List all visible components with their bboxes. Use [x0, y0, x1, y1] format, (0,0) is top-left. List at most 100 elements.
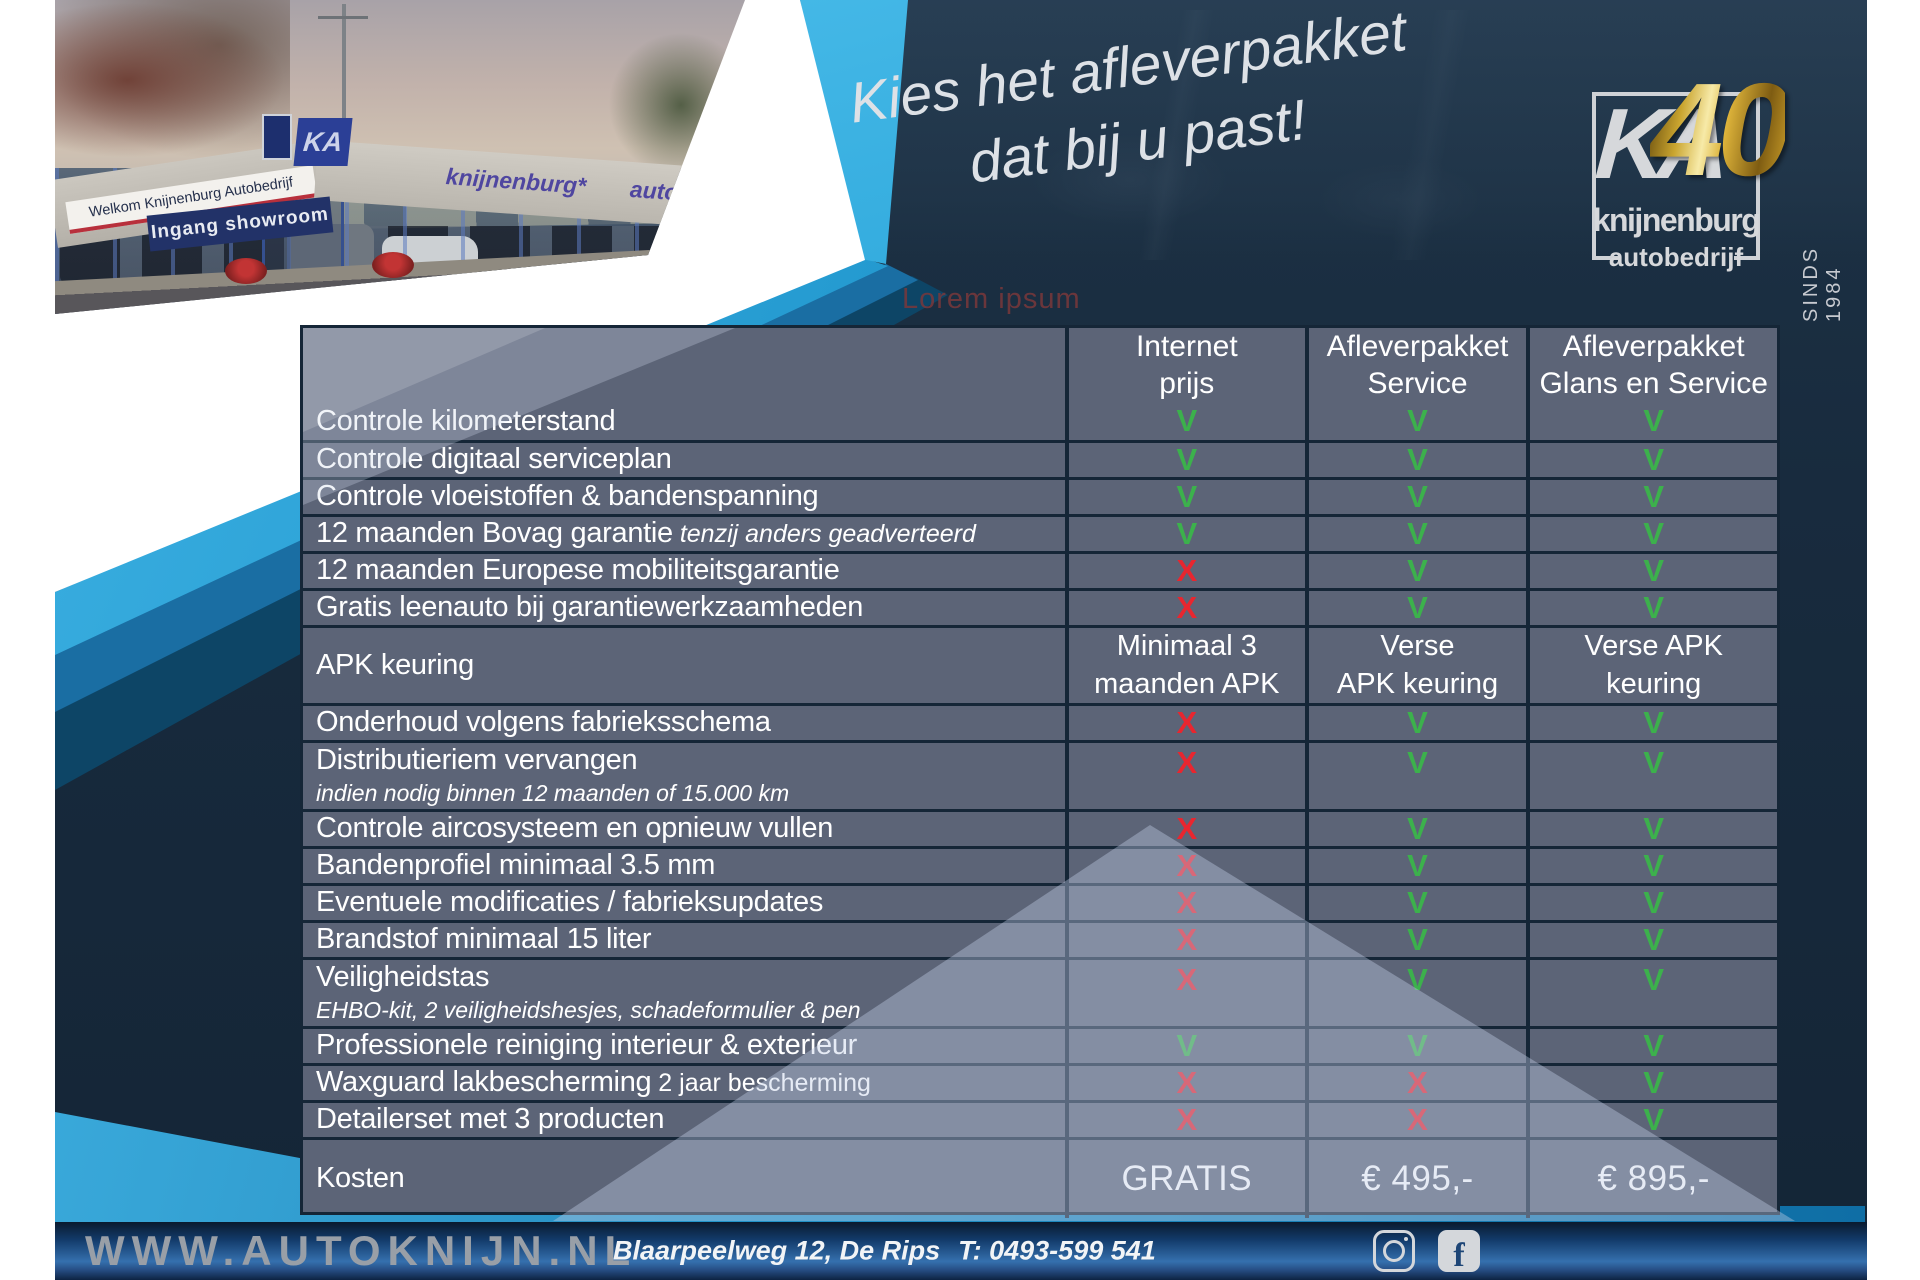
- table-cell: € 495,-: [1304, 1140, 1527, 1218]
- check-mark: V: [1176, 1027, 1198, 1063]
- cross-mark: X: [1176, 810, 1198, 846]
- table-row: APK keuring Minimaal 3 maanden APK Verse A…: [303, 625, 1777, 703]
- row-label: Bandenprofiel minimaal 3.5 mm: [316, 849, 716, 882]
- table-row: Distributieriem vervangen indien nodig bi…: [303, 740, 1777, 809]
- check-mark: V: [1407, 552, 1428, 588]
- table-row: Professionele reiniging interieur & exte…: [303, 1026, 1777, 1063]
- table-cell: V: [1304, 1028, 1527, 1063]
- table-cell: V: [1304, 885, 1527, 920]
- cross-mark: X: [1176, 589, 1198, 625]
- row-label-cell: Controle vloeistoffen & bandenspanning: [303, 480, 1065, 514]
- table-cell: V: [1064, 403, 1305, 440]
- header-line: Glans en Service: [1539, 366, 1768, 400]
- column-header-internet-prijs: Internet prijs: [1064, 328, 1305, 403]
- table-cell: Minimaal 3 maanden APK: [1064, 628, 1305, 703]
- photo-flowers-left: [225, 258, 267, 284]
- table-cell: V: [1526, 442, 1777, 477]
- check-mark: V: [1176, 403, 1198, 439]
- check-mark: V: [1407, 847, 1428, 883]
- address-and-phone: Blaarpeelweg 12, De Rips T: 0493-599 541: [613, 1236, 1156, 1267]
- logo-frame: [1592, 92, 1760, 260]
- table-cell: V: [1526, 1028, 1777, 1063]
- row-label-suffix: 2 jaar bescherming: [651, 1069, 871, 1098]
- row-sublabel: EHBO-kit, 2 veiligheidshesjes, schadefor…: [316, 996, 861, 1023]
- dealership-photo: Welkom Knijnenburg Autobedrijf knijnenbu…: [55, 0, 745, 314]
- row-label-cell: Eventuele modificaties / fabrieksupdates: [303, 886, 1065, 920]
- logo-name: knijnenburg: [1592, 202, 1761, 238]
- row-label: Controle aircosysteem en opnieuw vullen: [316, 812, 834, 845]
- row-label: Detailerset met 3 producten: [316, 1103, 665, 1136]
- logo-anniversary-40: 40: [1650, 56, 1791, 203]
- table-row: Controle aircosysteem en opnieuw vullen X…: [303, 809, 1777, 846]
- instagram-icon[interactable]: [1373, 1230, 1415, 1272]
- table-cell: X: [1064, 922, 1305, 957]
- check-mark: V: [1643, 403, 1665, 439]
- row-label-cell: Controle digitaal serviceplan: [303, 443, 1065, 477]
- row-label: Professionele reiniging interieur & exte…: [316, 1029, 858, 1062]
- column-header-afleverpakket-service: Afleverpakket Service: [1304, 328, 1527, 403]
- price-text: € 895,-: [1597, 1159, 1710, 1198]
- check-mark: V: [1643, 515, 1665, 551]
- header-line: Service: [1367, 366, 1468, 400]
- column-header-afleverpakket-glans-en-service: Afleverpakket Glans en Service: [1526, 328, 1777, 403]
- row-label-cell: Controle kilometerstand: [303, 403, 1065, 440]
- check-mark: V: [1407, 403, 1428, 439]
- cell-text: Minimaal 3 maanden APK: [1094, 630, 1280, 700]
- check-mark: V: [1643, 1064, 1665, 1100]
- table-cell: Verse APK keuring: [1304, 628, 1527, 703]
- table-row: Controle kilometerstand V V V: [303, 403, 1777, 440]
- row-label-cell: Waxguard lakbescherming 2 jaar beschermi…: [303, 1066, 1065, 1100]
- row-label: Controle kilometerstand: [316, 404, 616, 437]
- row-label: Distributieriem vervangen: [316, 744, 638, 777]
- table-cell: Verse APK keuring: [1526, 628, 1777, 703]
- table-row: Waxguard lakbescherming 2 jaar beschermi…: [303, 1063, 1777, 1100]
- table-row: Detailerset met 3 producten X X V: [303, 1100, 1777, 1137]
- row-label-cell: Onderhoud volgens fabrieksschema: [303, 706, 1065, 740]
- table-cell: V: [1304, 515, 1527, 551]
- instagram-flash-dot: [1404, 1237, 1408, 1241]
- instagram-lens: [1383, 1240, 1405, 1262]
- table-row: Bandenprofiel minimaal 3.5 mm X V V: [303, 846, 1777, 883]
- table-cell: X: [1064, 1102, 1305, 1137]
- table-cell: V: [1526, 590, 1777, 625]
- table-cell: X: [1064, 705, 1305, 740]
- cross-mark: X: [1176, 962, 1198, 997]
- photo-flowers-right: [372, 252, 414, 278]
- check-mark: V: [1407, 810, 1428, 846]
- lorem-watermark: Lorem ipsum: [902, 283, 1081, 315]
- row-label: Controle vloeistoffen & bandenspanning: [316, 480, 819, 513]
- table-cell: X: [1064, 743, 1305, 809]
- table-row: Controle digitaal serviceplan V V V: [303, 440, 1777, 477]
- table-cell: € 895,-: [1526, 1140, 1777, 1218]
- row-label-cell: Kosten: [303, 1140, 1065, 1218]
- row-label: 12 maanden Europese mobiliteitsgarantie: [316, 554, 840, 587]
- cross-mark: X: [1176, 745, 1198, 780]
- table-cell: GRATIS: [1064, 1140, 1305, 1218]
- row-label: APK keuring: [316, 648, 474, 681]
- facebook-f-glyph: f: [1453, 1237, 1465, 1272]
- check-mark: V: [1176, 515, 1198, 551]
- row-label: Brandstof minimaal 15 liter: [316, 923, 652, 956]
- ka-corner-sign: KA: [293, 118, 353, 166]
- table-cell: V: [1304, 810, 1527, 846]
- check-mark: V: [1407, 515, 1428, 551]
- table-cell: V: [1304, 590, 1527, 625]
- table-cell: V: [1526, 553, 1777, 588]
- address-text: Blaarpeelweg 12, De Rips: [613, 1235, 941, 1266]
- row-label: Gratis leenauto bij garantiewerkzaamhede…: [316, 591, 864, 624]
- table-cell: V: [1304, 552, 1527, 588]
- table-cell: V: [1526, 848, 1777, 883]
- cross-mark: X: [1176, 884, 1198, 920]
- facebook-icon[interactable]: f: [1438, 1230, 1480, 1272]
- check-mark: V: [1643, 704, 1665, 740]
- table-cell: X: [1304, 1064, 1527, 1100]
- table-row: Veiligheidstas EHBO-kit, 2 veiligheidshes…: [303, 957, 1777, 1026]
- table-cell: V: [1526, 743, 1777, 809]
- bosch-sign: [262, 114, 292, 160]
- table-cell: V: [1526, 1064, 1777, 1100]
- row-label: Waxguard lakbescherming: [316, 1066, 652, 1099]
- faint-car-streaks: [880, 10, 1840, 260]
- row-label-cell: APK keuring: [303, 628, 1065, 703]
- cross-mark: X: [1407, 1064, 1428, 1100]
